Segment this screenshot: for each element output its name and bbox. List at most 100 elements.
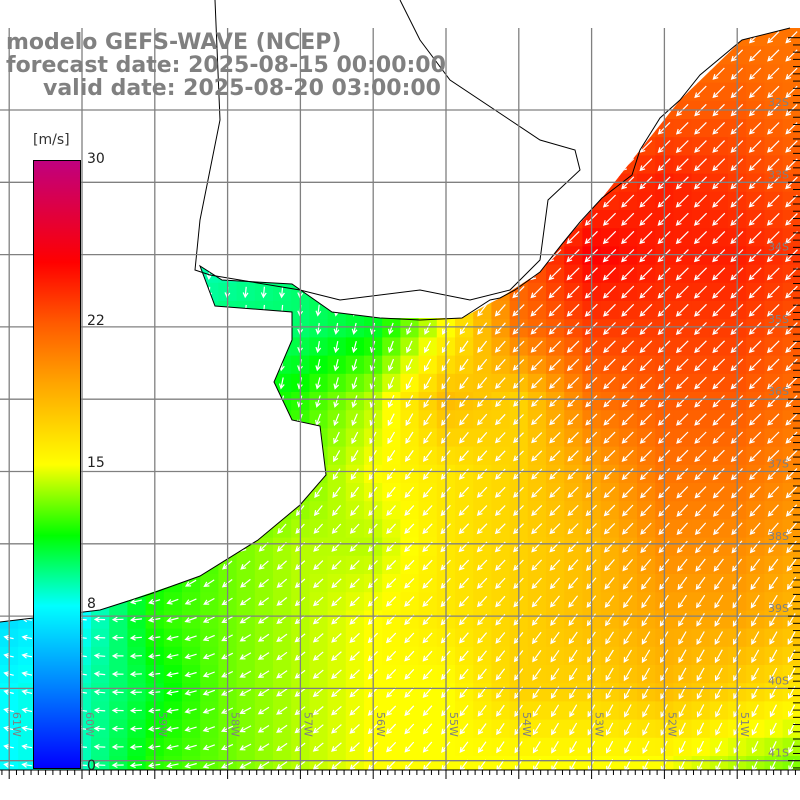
wind-arrow — [115, 305, 122, 317]
wind-arrow — [279, 341, 285, 354]
wind-arrow — [748, 249, 762, 263]
wind-arrow — [133, 468, 139, 481]
wind-arrow — [477, 213, 488, 226]
wind-arrow — [694, 121, 707, 135]
wind-arrow — [276, 651, 288, 661]
wind-arrow — [676, 486, 689, 499]
wind-cell — [273, 483, 292, 502]
wind-arrow — [260, 413, 267, 426]
wind-arrow — [621, 212, 635, 226]
wind-arrow — [693, 212, 708, 226]
wind-arrow — [112, 580, 124, 587]
wind-arrow — [239, 670, 252, 678]
wind-arrow — [603, 395, 616, 408]
wind-cell — [345, 301, 365, 320]
wind-arrow — [422, 596, 433, 608]
wind-arrow — [129, 671, 142, 678]
wind-cell — [327, 210, 347, 229]
wind-arrow — [549, 67, 561, 80]
wind-arrow — [188, 232, 194, 244]
wind-arrow — [386, 486, 396, 499]
wind-arrow — [675, 340, 689, 354]
wind-arrow — [131, 524, 141, 534]
wind-arrow — [477, 377, 488, 390]
wind-arrow — [113, 524, 123, 534]
wind-arrow — [532, 650, 542, 663]
wind-arrow — [133, 377, 140, 390]
wind-arrow — [549, 559, 561, 571]
wind-arrow — [169, 413, 176, 426]
wind-arrow — [21, 652, 33, 659]
wind-arrow — [459, 705, 469, 717]
wind-cell — [637, 82, 656, 102]
wind-cell — [236, 301, 256, 320]
wind-arrow — [205, 505, 214, 516]
wind-cell — [327, 173, 347, 193]
wind-arrow — [678, 740, 686, 754]
wind-arrow — [567, 377, 580, 390]
wind-arrow — [621, 67, 634, 80]
wind-arrow — [188, 323, 194, 335]
wind-cell — [163, 483, 183, 502]
wind-cell — [746, 756, 765, 770]
wind-arrow — [677, 594, 688, 609]
colorbar-label: 15 — [87, 454, 105, 471]
wind-arrow — [129, 725, 142, 732]
wind-arrow — [202, 744, 216, 751]
wind-arrow — [422, 650, 433, 662]
wind-arrow — [260, 286, 267, 299]
wind-cell — [473, 228, 492, 247]
graticule — [0, 28, 800, 770]
wind-cell — [200, 210, 219, 229]
longitude-label: 57W — [301, 712, 314, 737]
coastline — [0, 27, 791, 623]
wind-arrow — [477, 267, 488, 281]
wind-arrow — [748, 212, 762, 226]
wind-cell — [200, 464, 219, 484]
wind-arrow — [566, 267, 580, 281]
wind-arrow — [621, 285, 635, 299]
wind-cell — [182, 191, 201, 211]
wind-arrow — [206, 323, 213, 335]
wind-arrow — [530, 231, 544, 244]
wind-arrow — [21, 671, 33, 677]
wind-arrow — [551, 740, 559, 754]
wind-arrow — [477, 723, 487, 735]
wind-arrow — [351, 141, 358, 153]
wind-arrow — [477, 158, 488, 171]
wind-arrow — [694, 413, 707, 426]
wind-arrow — [278, 413, 285, 426]
wind-cell — [309, 173, 329, 193]
wind-arrow — [93, 652, 106, 659]
wind-arrow — [167, 561, 178, 569]
wind-arrow — [276, 706, 288, 715]
wind-arrow — [169, 159, 176, 171]
wind-arrow — [713, 522, 725, 536]
wind-arrow — [242, 286, 249, 299]
wind-cell — [546, 119, 565, 138]
wind-arrow — [257, 670, 270, 678]
wind-arrow — [129, 616, 142, 623]
wind-cell — [127, 464, 147, 484]
wind-arrow — [621, 486, 634, 499]
wind-arrow — [786, 558, 797, 572]
wind-arrow — [549, 450, 561, 462]
wind-arrow — [97, 268, 103, 280]
wind-arrow — [313, 560, 324, 571]
wind-cell — [637, 46, 656, 65]
wind-arrow — [386, 687, 397, 698]
wind-cell — [200, 246, 219, 266]
wind-arrow — [548, 231, 562, 244]
wind-arrow — [693, 285, 708, 299]
wind-cell — [600, 173, 620, 193]
wind-arrow — [166, 598, 179, 605]
wind-arrow — [477, 358, 488, 372]
wind-arrow — [603, 340, 616, 354]
longitude-label: 56W — [374, 712, 387, 737]
wind-arrow — [187, 432, 194, 445]
wind-cell — [273, 264, 292, 284]
wind-arrow — [404, 468, 414, 480]
wind-arrow — [188, 268, 194, 280]
wind-arrow — [695, 558, 706, 572]
wind-arrow — [188, 214, 194, 226]
